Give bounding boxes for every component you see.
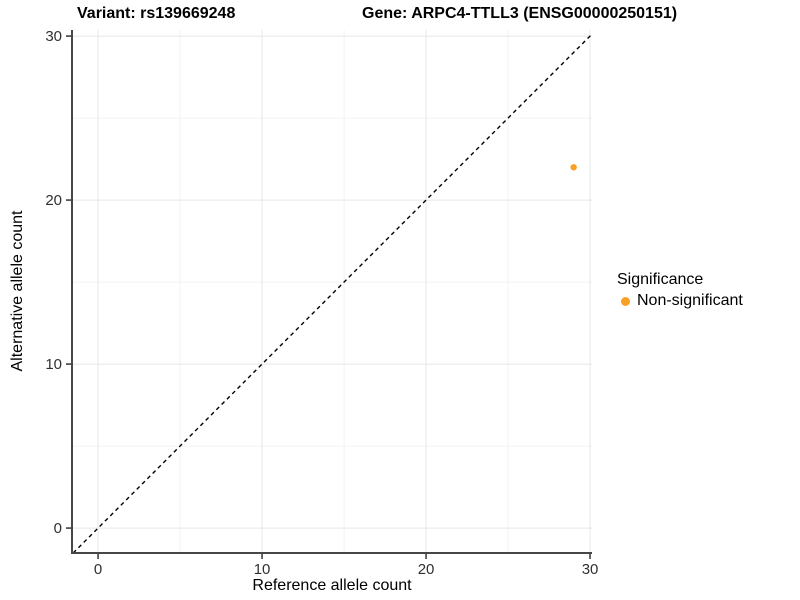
plot-title-variant: Variant: rs139669248 (77, 5, 236, 22)
panel-background (72, 30, 592, 553)
y-tick-label: 10 (45, 356, 62, 373)
y-tick-label: 0 (54, 520, 62, 537)
legend-dot-icon (621, 296, 630, 306)
legend-item-non-significant: Non-significant (617, 292, 743, 310)
data-point (570, 164, 577, 171)
x-axis-title: Reference allele count (252, 577, 412, 594)
x-tick-label: 0 (94, 561, 102, 578)
plot-title-gene: Gene: ARPC4-TTLL3 (ENSG00000250151) (362, 5, 678, 22)
x-tick-label: 10 (254, 561, 271, 578)
x-tick-label: 30 (582, 561, 599, 578)
x-tick-label: 20 (418, 561, 435, 578)
y-tick-label: 20 (45, 192, 62, 209)
legend-item-label: Non-significant (637, 292, 743, 309)
identity-line (72, 33, 593, 554)
y-tick-label: 30 (45, 28, 62, 45)
legend-title: Significance (617, 271, 704, 288)
legend: Significance Non-significant (617, 271, 743, 310)
y-axis-title: Alternative allele count (9, 210, 26, 372)
